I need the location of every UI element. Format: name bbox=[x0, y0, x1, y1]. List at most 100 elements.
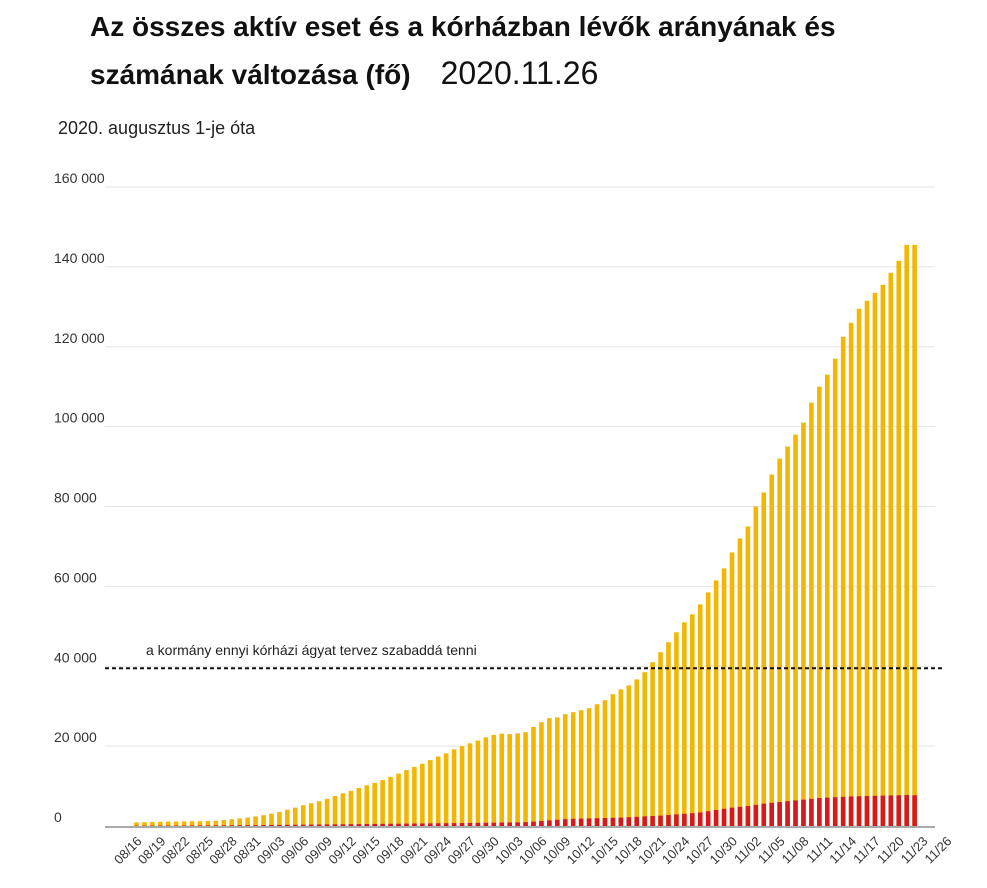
active-cases-bar bbox=[499, 733, 505, 826]
active-cases-bar bbox=[412, 766, 417, 826]
hospitalized-bar bbox=[348, 824, 354, 826]
hospitalized-bar bbox=[491, 822, 497, 826]
hospitalized-bar bbox=[880, 795, 886, 826]
active-cases-bar bbox=[388, 776, 393, 826]
active-cases-bar bbox=[840, 336, 846, 826]
hospitalized-bar bbox=[443, 823, 449, 826]
active-cases-bar bbox=[809, 402, 814, 826]
active-cases-bar bbox=[547, 718, 552, 826]
active-cases-bar bbox=[205, 821, 211, 826]
hospitalized-bar bbox=[293, 824, 298, 826]
active-cases-bar bbox=[562, 714, 568, 826]
x-tick-label: 11/08 bbox=[779, 834, 812, 867]
chart-title-line-2: számának változása (fő) 2020.11.26 bbox=[90, 50, 970, 98]
hospitalized-bar bbox=[539, 821, 544, 826]
hospitalized-bar bbox=[650, 816, 655, 826]
chart-title-line-1: Az összes aktív eset és a kórházban lévő… bbox=[90, 11, 836, 42]
active-cases-bar bbox=[634, 679, 640, 826]
hospitalized-bar bbox=[380, 823, 385, 826]
y-tick-label: 80 000 bbox=[54, 490, 97, 506]
active-cases-bar bbox=[150, 822, 155, 826]
active-cases-bar bbox=[856, 308, 862, 826]
active-cases-bar bbox=[793, 434, 798, 826]
active-cases-bar bbox=[451, 749, 457, 826]
hospitalized-bar bbox=[269, 824, 274, 826]
active-cases-bar bbox=[888, 272, 894, 827]
hospitalized-bar bbox=[809, 798, 814, 826]
chart-date: 2020.11.26 bbox=[440, 55, 599, 91]
hospitalized-bar bbox=[388, 823, 393, 826]
active-cases-bar bbox=[245, 817, 250, 826]
active-cases-bar bbox=[332, 796, 338, 826]
hospitalized-bar bbox=[578, 818, 584, 826]
active-cases-bar bbox=[896, 260, 902, 826]
active-cases-bar bbox=[602, 700, 608, 826]
hospitalized-bar bbox=[285, 824, 290, 826]
active-cases-bar bbox=[658, 652, 663, 826]
hospitalized-bar bbox=[396, 823, 401, 826]
hospitalized-bar bbox=[364, 824, 370, 826]
hospitalized-bar bbox=[888, 795, 894, 826]
active-cases-bar bbox=[578, 710, 584, 826]
hospitalized-bar bbox=[570, 818, 576, 826]
hospitalized-bar bbox=[642, 816, 647, 826]
active-cases-bar bbox=[277, 812, 282, 826]
active-cases-bar bbox=[356, 788, 362, 826]
active-cases-bar bbox=[777, 458, 782, 826]
hospitalized-bar bbox=[912, 795, 917, 826]
active-cases-bar bbox=[817, 386, 822, 826]
active-cases-bar bbox=[507, 734, 512, 826]
y-tick-label: 160 000 bbox=[54, 170, 105, 186]
active-cases-bar bbox=[594, 704, 600, 826]
hospitalized-bar bbox=[205, 825, 211, 826]
active-cases-bar bbox=[300, 805, 306, 826]
hospitalized-bar bbox=[896, 795, 902, 826]
hospitalized-bar bbox=[221, 825, 227, 826]
active-cases-bar bbox=[158, 821, 163, 826]
hospitalized-bar bbox=[213, 825, 219, 826]
hospitalized-bar bbox=[721, 808, 727, 826]
x-tick-label: 11/23 bbox=[898, 834, 931, 867]
active-cases-bar bbox=[880, 284, 886, 826]
hospitalized-bar bbox=[253, 825, 258, 826]
hospitalized-bar bbox=[261, 825, 266, 826]
hospitalized-bar bbox=[682, 813, 687, 826]
active-cases-bar bbox=[316, 801, 322, 826]
hospitalized-bar bbox=[785, 801, 790, 826]
active-cases-bar bbox=[261, 815, 266, 826]
active-cases-bar bbox=[380, 780, 385, 826]
hospitalized-bar bbox=[300, 824, 306, 826]
chart-title-line-2-text: számának változása (fő) bbox=[90, 59, 411, 90]
hospitalized-bar bbox=[832, 797, 838, 826]
x-tick-label: 11/02 bbox=[731, 834, 764, 867]
hospitalized-bar bbox=[769, 802, 774, 826]
active-cases-bar bbox=[142, 822, 147, 826]
active-cases-bar bbox=[459, 746, 465, 826]
hospitalized-bar bbox=[674, 814, 679, 826]
active-cases-bars bbox=[134, 244, 917, 827]
active-cases-bar bbox=[729, 552, 735, 826]
active-cases-bar bbox=[586, 708, 592, 826]
hospitalized-bar bbox=[229, 825, 235, 826]
active-cases-bar bbox=[427, 760, 433, 826]
hospitalized-bar bbox=[705, 811, 711, 826]
hospitalized-bar bbox=[515, 822, 520, 826]
active-cases-bar bbox=[491, 734, 497, 826]
x-tick-label: 10/30 bbox=[707, 834, 741, 868]
hospitalized-bar bbox=[475, 822, 481, 826]
hospitalized-bar bbox=[531, 821, 536, 826]
active-cases-bar bbox=[666, 642, 671, 826]
hospitalized-bar bbox=[666, 815, 671, 826]
reference-line-label: a kormány ennyi kórházi ágyat tervez sza… bbox=[146, 642, 477, 658]
hospitalized-bar bbox=[483, 822, 489, 826]
active-cases-bar bbox=[229, 819, 235, 826]
y-tick-label: 40 000 bbox=[54, 649, 97, 665]
active-cases-bar bbox=[134, 822, 139, 826]
hospitalized-bar bbox=[793, 800, 798, 826]
hospitalized-bar bbox=[507, 822, 512, 826]
hospitalized-bar bbox=[864, 796, 870, 826]
active-cases-bar bbox=[705, 592, 711, 826]
active-cases-bar bbox=[642, 672, 647, 826]
hospitalized-bar bbox=[777, 802, 782, 826]
active-cases-bar bbox=[713, 580, 719, 826]
